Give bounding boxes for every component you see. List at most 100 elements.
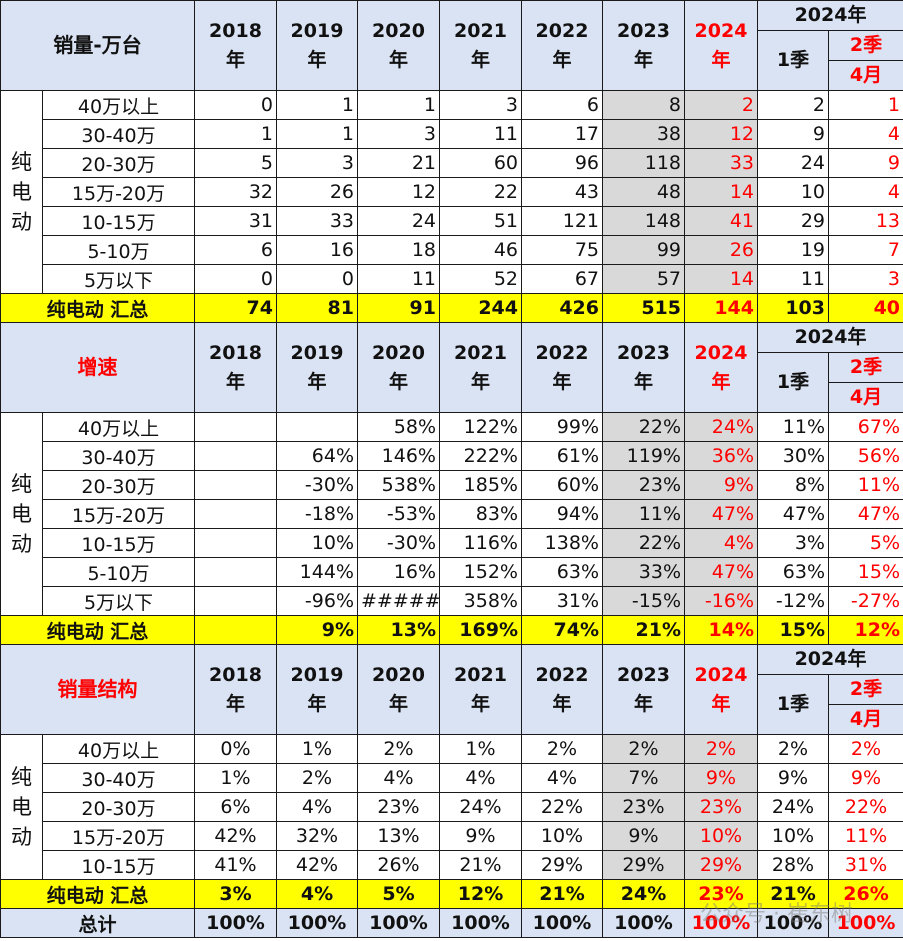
grand-total-value: 100%	[602, 908, 685, 938]
year-header: 2019 年	[276, 322, 358, 413]
group-char: 电	[11, 502, 32, 526]
total-value: 74%	[521, 615, 603, 645]
cell-value: 116%	[439, 528, 522, 558]
row-label: 5-10万	[42, 235, 195, 265]
cell-value: 29%	[684, 850, 758, 880]
year-2024-header: 2024年	[756, 644, 903, 675]
year-suffix: 年	[307, 370, 327, 393]
total-value: 5%	[357, 879, 440, 909]
cell-value: -96%	[276, 586, 358, 616]
total-value: 26%	[827, 879, 903, 909]
cell-value: 11	[757, 264, 829, 294]
cell-value: 23%	[357, 792, 440, 822]
month-header: 4月	[827, 60, 903, 91]
cell-value: 1	[827, 90, 903, 120]
cell-value: -16%	[684, 586, 758, 616]
cell-value: 24%	[757, 792, 829, 822]
cell-value: 121	[521, 206, 603, 236]
total-value: 244	[439, 293, 522, 323]
cell-value: 5%	[827, 528, 903, 558]
cell-value: 11%	[827, 470, 903, 500]
q1-header: 1季	[757, 674, 829, 735]
year-header: 2022 年	[521, 322, 603, 413]
cell-value: -15%	[602, 586, 685, 616]
year: 2024	[694, 19, 748, 42]
cell-value: 152%	[439, 557, 522, 587]
row-label: 20-30万	[42, 792, 195, 822]
cell-value: 10%	[684, 821, 758, 851]
cell-value: 24	[357, 206, 440, 236]
cell-value: 1%	[194, 763, 277, 793]
table-row: 5-10万 144% 16% 152% 63% 33% 47% 63% 15%	[1, 557, 903, 587]
table-row: 5万以下 -96% ##### 358% 31% -15% -16% -12% -27%	[1, 586, 903, 616]
cell-value: 0	[194, 90, 277, 120]
cell-value: 7	[827, 235, 903, 265]
row-label: 15万-20万	[42, 177, 195, 207]
group-char: 动	[11, 532, 32, 556]
table-row: 15万-20万 42% 32% 13% 9% 10% 9% 10% 10% 11%	[1, 821, 903, 851]
cell-value: 1	[194, 119, 277, 149]
total-value: 12%	[827, 615, 903, 645]
cell-value: 22%	[521, 792, 603, 822]
cell-value: 63%	[521, 557, 603, 587]
header-row: 销量结构 2018 年 2019 年 2020 年 2021 年 2022 年 2023 年 2024 年 2…	[0, 644, 903, 735]
cell-value: 16%	[357, 557, 440, 587]
cell-value: #####	[357, 586, 440, 616]
cell-value: 119%	[602, 441, 685, 471]
year-suffix: 年	[711, 370, 731, 393]
year-suffix: 年	[633, 48, 653, 71]
year-suffix: 年	[552, 370, 572, 393]
header-row: 1季 2季	[1, 674, 903, 735]
cell-value: 144%	[276, 557, 358, 587]
cell-value: 13	[827, 206, 903, 236]
cell-value: 1%	[276, 734, 358, 764]
cell-value: -12%	[757, 586, 829, 616]
year-header: 2023 年	[602, 644, 685, 735]
total-value: 3%	[194, 879, 277, 909]
year: 2020	[372, 341, 425, 364]
cell-value: 9%	[439, 821, 522, 851]
cell-value: 9	[757, 119, 829, 149]
cell-value: 16	[276, 235, 358, 265]
year-suffix: 年	[711, 48, 731, 71]
cell-value: 64%	[276, 441, 358, 471]
cell-value	[194, 470, 277, 500]
year: 2019	[290, 341, 344, 364]
cell-value: 2%	[757, 734, 829, 764]
cell-value: 7%	[602, 763, 685, 793]
year-header: 2024 年	[684, 322, 758, 413]
row-label: 30-40万	[42, 441, 195, 471]
total-row: 纯电动 汇总 74 81 91 244 426 515 144 103 40	[0, 293, 903, 323]
total-value: 169%	[439, 615, 522, 645]
cell-value: 4	[827, 177, 903, 207]
cell-value: 538%	[357, 470, 440, 500]
row-label: 5万以下	[42, 264, 195, 294]
cell-value: -30%	[357, 528, 440, 558]
cell-value: 12	[684, 119, 758, 149]
section-title: 销量结构	[0, 644, 195, 735]
year-header: 2018 年	[194, 0, 277, 91]
row-label: 5万以下	[42, 586, 195, 616]
total-value: 91	[357, 293, 440, 323]
q2-header: 2季	[827, 30, 903, 61]
cell-value: 14	[684, 177, 758, 207]
year-suffix: 年	[307, 48, 327, 71]
cell-value: 67	[521, 264, 603, 294]
cell-value: 32%	[276, 821, 358, 851]
table-row: 30-40万 1% 2% 4% 4% 4% 7% 9% 9% 9%	[1, 763, 903, 793]
table-row: 20-30万 5 3 21 60 96 118 33 24 9	[1, 148, 903, 178]
year-suffix: 年	[552, 48, 572, 71]
table-row: 纯电动 40万以上 0 1 1 3 6 8 2 2 1	[0, 90, 903, 294]
cell-value: 4%	[276, 792, 358, 822]
total-row: 纯电动 汇总 9% 13% 169% 74% 21% 14% 15% 12%	[0, 615, 903, 645]
year: 2021	[454, 19, 507, 42]
cell-value: 222%	[439, 441, 522, 471]
cell-value: 31%	[827, 850, 903, 880]
row-label: 30-40万	[42, 119, 195, 149]
grand-total-value: 100%	[521, 908, 603, 938]
cell-value: 138%	[521, 528, 603, 558]
year-suffix: 年	[225, 370, 245, 393]
cell-value: 57	[602, 264, 685, 294]
cell-value: 22%	[827, 792, 903, 822]
